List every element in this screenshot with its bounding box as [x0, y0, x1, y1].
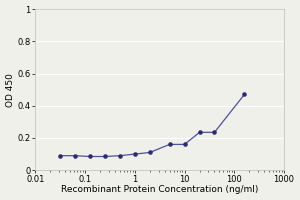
Y-axis label: OD 450: OD 450 — [6, 73, 15, 107]
X-axis label: Recombinant Protein Concentration (ng/ml): Recombinant Protein Concentration (ng/ml… — [61, 185, 258, 194]
